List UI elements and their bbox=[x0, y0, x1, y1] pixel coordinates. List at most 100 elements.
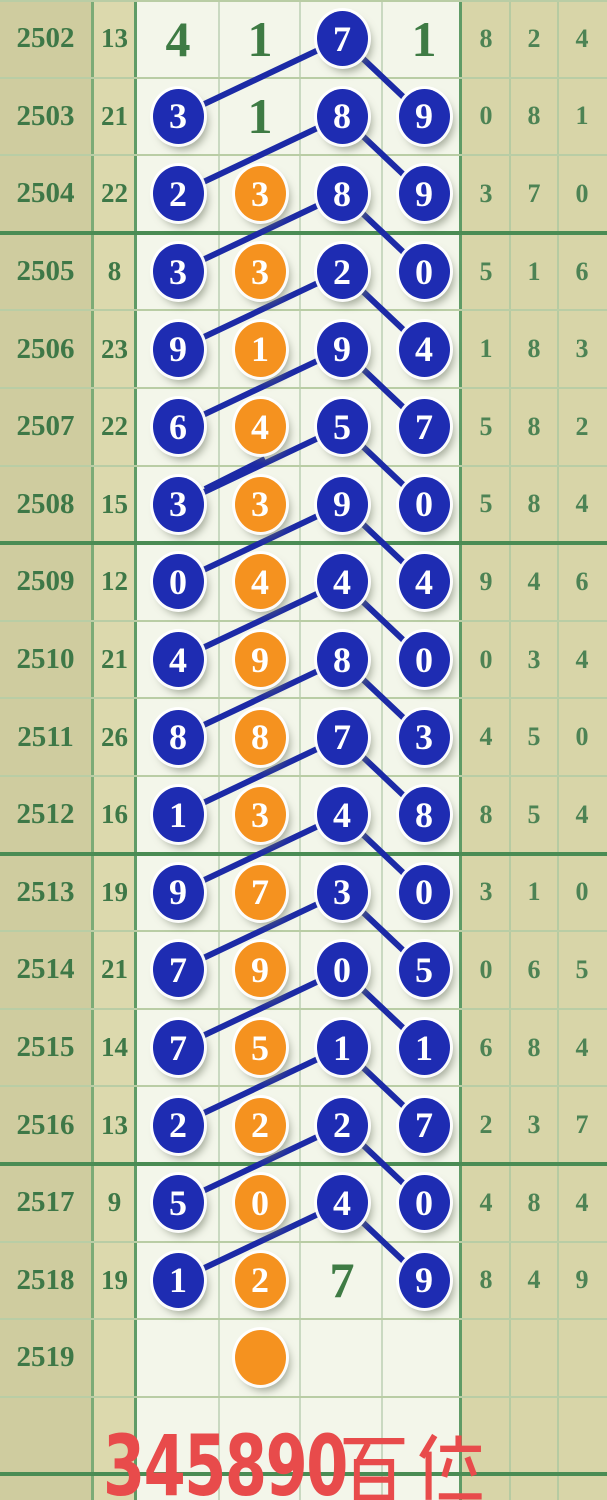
chart-cell: 0 bbox=[302, 931, 382, 1009]
right-digit: 6 bbox=[575, 256, 589, 286]
period-cell: 2503 bbox=[16, 99, 75, 132]
blue-ball: 7 bbox=[152, 1020, 204, 1076]
chart-cell: 4 bbox=[302, 776, 382, 854]
grid-line-v bbox=[91, 0, 94, 1500]
grid-line-h bbox=[0, 775, 607, 777]
blue-ball: 4 bbox=[316, 787, 368, 843]
period-cell: 2516 bbox=[16, 1108, 75, 1141]
blue-ball: 7 bbox=[316, 11, 368, 67]
right-digit: 0 bbox=[575, 877, 589, 907]
chart-cell: 2 bbox=[138, 155, 218, 233]
trend-line bbox=[176, 656, 344, 740]
grid-line-h bbox=[0, 1318, 607, 1320]
chart-cell: 8 bbox=[302, 155, 382, 233]
grid-line-h bbox=[0, 465, 607, 467]
chart-cell: 4 bbox=[384, 543, 464, 621]
right-digit: 4 bbox=[575, 644, 589, 674]
right-digit: 4 bbox=[575, 489, 589, 519]
right-digit: 0 bbox=[479, 954, 493, 984]
grid-line-h bbox=[0, 1472, 607, 1476]
sum-cell: 15 bbox=[101, 488, 128, 519]
sum-cell: 21 bbox=[101, 954, 128, 985]
grid-line-h bbox=[0, 309, 607, 311]
blue-ball: 3 bbox=[152, 476, 204, 532]
blue-ball: 4 bbox=[316, 1175, 368, 1231]
orange-ball: 3 bbox=[234, 244, 286, 300]
blue-ball: 2 bbox=[316, 1097, 368, 1153]
blue-ball: 8 bbox=[316, 166, 368, 222]
blue-ball: 9 bbox=[398, 166, 450, 222]
right-digit: 1 bbox=[575, 101, 589, 131]
sum-cell: 16 bbox=[101, 799, 128, 830]
right-digit: 5 bbox=[479, 256, 493, 286]
sum-cell: 22 bbox=[101, 411, 128, 442]
sum-cell: 22 bbox=[101, 178, 128, 209]
blue-ball: 1 bbox=[316, 1020, 368, 1076]
orange-ball: 8 bbox=[234, 709, 286, 765]
orange-ball: 9 bbox=[234, 632, 286, 688]
blue-ball: 1 bbox=[398, 1020, 450, 1076]
sum-cell: 14 bbox=[101, 1032, 128, 1063]
right-digit: 8 bbox=[527, 411, 541, 441]
grid-line-v bbox=[459, 0, 462, 1500]
plain-digit: 7 bbox=[329, 1252, 355, 1309]
chart-cell: 7 bbox=[384, 1086, 464, 1164]
trend-line bbox=[176, 36, 344, 120]
orange-ball: 3 bbox=[234, 476, 286, 532]
blue-ball: 8 bbox=[398, 787, 450, 843]
right-digit: 0 bbox=[575, 178, 589, 208]
blue-ball: 3 bbox=[398, 709, 450, 765]
sum-cell: 13 bbox=[101, 1109, 128, 1140]
grid-line-h bbox=[0, 852, 607, 856]
blue-ball: 4 bbox=[398, 321, 450, 377]
period-cell: 2510 bbox=[16, 643, 75, 676]
right-digit: 5 bbox=[479, 411, 493, 441]
chart-cell: 5 bbox=[138, 1164, 218, 1242]
plain-digit: 4 bbox=[165, 10, 191, 67]
right-digit: 4 bbox=[575, 23, 589, 53]
chart-cell: 8 bbox=[302, 78, 382, 156]
trend-line bbox=[176, 268, 344, 352]
sum-cell: 21 bbox=[101, 100, 128, 131]
period-cell: 2506 bbox=[16, 332, 75, 365]
chart-cell: 2 bbox=[138, 1086, 218, 1164]
right-digit: 0 bbox=[575, 722, 589, 752]
chart-cell: 9 bbox=[384, 78, 464, 156]
right-digit: 3 bbox=[479, 877, 493, 907]
right-digit: 4 bbox=[575, 1032, 589, 1062]
footer-digits: 345890 bbox=[103, 1417, 348, 1500]
right-digit: 7 bbox=[527, 178, 541, 208]
plain-digit: 1 bbox=[411, 10, 437, 67]
right-digit: 4 bbox=[575, 799, 589, 829]
plain-digit: 1 bbox=[247, 10, 273, 67]
period-cell: 2508 bbox=[16, 487, 75, 520]
grid-line-h bbox=[0, 1396, 607, 1398]
grid-line-v bbox=[218, 0, 220, 1500]
chart-cell: 4 bbox=[302, 543, 382, 621]
chart-cell: 4 bbox=[220, 388, 300, 466]
grid-line-h bbox=[0, 930, 607, 932]
right-digit: 5 bbox=[527, 799, 541, 829]
chart-cell: 3 bbox=[384, 698, 464, 776]
orange-ball bbox=[234, 1330, 286, 1386]
chart-cell bbox=[220, 1319, 300, 1397]
blue-ball: 8 bbox=[316, 88, 368, 144]
chart-cell: 3 bbox=[138, 233, 218, 311]
chart-cell: 1 bbox=[384, 0, 464, 78]
hanzi-bai-icon bbox=[343, 1437, 405, 1500]
right-digit: 1 bbox=[479, 334, 493, 364]
chart-cell: 1 bbox=[138, 1242, 218, 1320]
chart-cell: 3 bbox=[220, 155, 300, 233]
chart-cell: 0 bbox=[220, 1164, 300, 1242]
chart-cell: 9 bbox=[138, 854, 218, 932]
chart-cell: 5 bbox=[384, 931, 464, 1009]
right-digit: 3 bbox=[575, 334, 589, 364]
